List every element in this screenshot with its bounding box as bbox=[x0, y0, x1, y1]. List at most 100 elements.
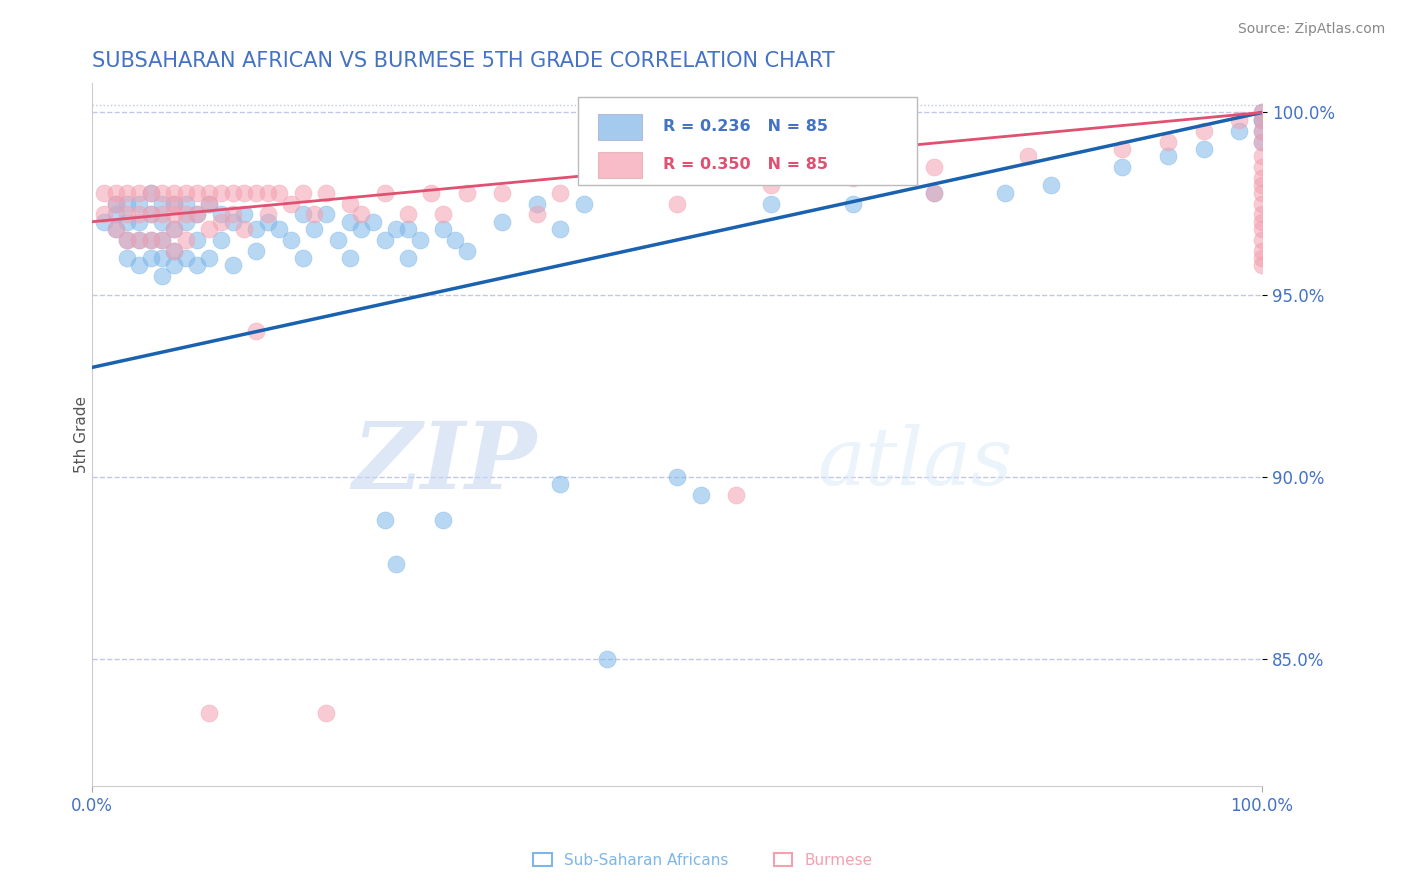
Point bbox=[1227, 112, 1250, 127]
Point bbox=[117, 196, 139, 211]
Point bbox=[1251, 251, 1274, 265]
Point bbox=[104, 196, 127, 211]
Point bbox=[1251, 105, 1274, 120]
Point bbox=[128, 215, 150, 229]
Point bbox=[104, 222, 127, 236]
Point bbox=[315, 186, 337, 200]
Point bbox=[280, 196, 302, 211]
Point bbox=[491, 215, 513, 229]
Point bbox=[924, 160, 946, 174]
Point bbox=[93, 215, 115, 229]
Point bbox=[1227, 124, 1250, 138]
Point bbox=[526, 196, 548, 211]
Point bbox=[163, 186, 186, 200]
Point bbox=[420, 186, 443, 200]
Point bbox=[139, 251, 162, 265]
Point bbox=[350, 222, 373, 236]
Point bbox=[198, 706, 221, 721]
Point bbox=[396, 251, 419, 265]
Point bbox=[104, 207, 127, 221]
Point bbox=[128, 207, 150, 221]
FancyBboxPatch shape bbox=[578, 97, 917, 186]
Point bbox=[139, 207, 162, 221]
Point bbox=[280, 233, 302, 247]
Point bbox=[174, 196, 197, 211]
Point bbox=[256, 207, 278, 221]
Point bbox=[150, 233, 173, 247]
Point bbox=[256, 186, 278, 200]
Point bbox=[198, 196, 221, 211]
Point bbox=[221, 259, 243, 273]
Point bbox=[1111, 142, 1133, 156]
Point bbox=[1251, 207, 1274, 221]
Point bbox=[198, 186, 221, 200]
Point bbox=[1251, 135, 1274, 149]
Point bbox=[1111, 160, 1133, 174]
Point bbox=[269, 186, 291, 200]
Point bbox=[1251, 259, 1274, 273]
Point bbox=[1192, 124, 1215, 138]
Point bbox=[1251, 105, 1274, 120]
Point bbox=[924, 186, 946, 200]
Point bbox=[209, 186, 232, 200]
Point bbox=[117, 186, 139, 200]
Point bbox=[841, 196, 863, 211]
Point bbox=[1251, 112, 1274, 127]
Text: SUBSAHARAN AFRICAN VS BURMESE 5TH GRADE CORRELATION CHART: SUBSAHARAN AFRICAN VS BURMESE 5TH GRADE … bbox=[93, 51, 835, 70]
Point bbox=[198, 251, 221, 265]
Point bbox=[209, 233, 232, 247]
Point bbox=[689, 488, 711, 502]
Point bbox=[198, 222, 221, 236]
Point bbox=[139, 233, 162, 247]
Point bbox=[1251, 233, 1274, 247]
Point bbox=[596, 651, 619, 665]
Point bbox=[117, 233, 139, 247]
Point bbox=[304, 222, 326, 236]
Point bbox=[1251, 171, 1274, 186]
Point bbox=[128, 233, 150, 247]
Text: Source: ZipAtlas.com: Source: ZipAtlas.com bbox=[1237, 22, 1385, 37]
Point bbox=[163, 222, 186, 236]
Point bbox=[139, 233, 162, 247]
Point bbox=[1251, 135, 1274, 149]
Point bbox=[174, 207, 197, 221]
Point bbox=[104, 196, 127, 211]
Point bbox=[233, 207, 256, 221]
Y-axis label: 5th Grade: 5th Grade bbox=[73, 396, 89, 474]
Point bbox=[548, 476, 571, 491]
Point bbox=[198, 196, 221, 211]
Legend: Sub-Saharan Africans, Burmese: Sub-Saharan Africans, Burmese bbox=[526, 845, 880, 875]
Point bbox=[1251, 178, 1274, 193]
Point bbox=[256, 215, 278, 229]
Point bbox=[163, 207, 186, 221]
Point bbox=[245, 324, 267, 338]
Point bbox=[117, 251, 139, 265]
Point bbox=[209, 207, 232, 221]
Point bbox=[174, 186, 197, 200]
Point bbox=[245, 244, 267, 258]
Point bbox=[385, 557, 408, 571]
Point bbox=[443, 233, 465, 247]
Point bbox=[245, 186, 267, 200]
Point bbox=[1157, 149, 1180, 163]
Point bbox=[994, 186, 1017, 200]
Point bbox=[1251, 124, 1274, 138]
Point bbox=[150, 269, 173, 284]
Point bbox=[233, 222, 256, 236]
Point bbox=[174, 233, 197, 247]
Point bbox=[1251, 186, 1274, 200]
Point bbox=[374, 513, 396, 527]
Point bbox=[374, 186, 396, 200]
Point bbox=[1251, 112, 1274, 127]
Point bbox=[117, 233, 139, 247]
Point bbox=[1251, 112, 1274, 127]
Point bbox=[1040, 178, 1063, 193]
Text: R = 0.350   N = 85: R = 0.350 N = 85 bbox=[664, 157, 828, 172]
Point bbox=[1017, 149, 1039, 163]
Point bbox=[1251, 244, 1274, 258]
Point bbox=[233, 186, 256, 200]
Point bbox=[759, 178, 782, 193]
Point bbox=[361, 215, 384, 229]
Point bbox=[572, 196, 595, 211]
Point bbox=[759, 196, 782, 211]
